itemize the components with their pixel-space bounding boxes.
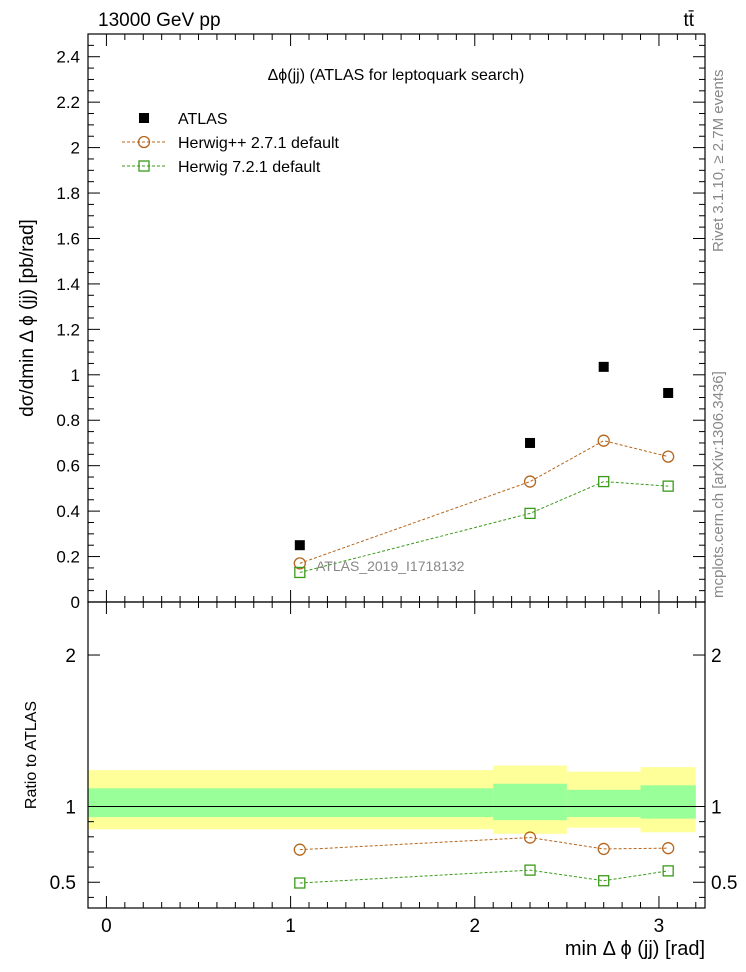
main-y-tick-label: 2.4 bbox=[56, 48, 80, 67]
main-herwig-7-2-1-default-point bbox=[662, 480, 674, 492]
main-atlas-point bbox=[663, 387, 674, 398]
legend-marker-herwig-2-7-1-default bbox=[137, 135, 151, 149]
ratio-herwig-7-2-1-default-point bbox=[662, 865, 674, 877]
main-panel: 0 0.2 0.4 0.6 0.8 1 1.2 1.4 1.6 1.8 2 2.2 2.4 Δϕ(jj)… bbox=[17, 33, 706, 612]
main-herwig-7-2-1-default-point bbox=[524, 507, 536, 520]
ratio-panel: 0.5 0.5 1 1 2 2 0 1 2 3 Ratio to ATLAS min Δ ϕ (j… bbox=[23, 601, 737, 960]
main-y-axis-label: dσ/dmin Δ ϕ (jj) [pb/rad] bbox=[17, 219, 38, 417]
main-herwig-7-2-1-default-line bbox=[299, 481, 669, 573]
ratio-herwig-2-7-1-default-point bbox=[662, 842, 675, 855]
x-tick-label: 0 bbox=[101, 916, 112, 937]
main-herwig-2-7-1-default-line bbox=[299, 440, 669, 564]
main-y-tick-label: 1.6 bbox=[56, 229, 80, 248]
ratio-y-tick-label-right: 1 bbox=[711, 798, 722, 819]
main-herwig-2-7-1-default-point bbox=[293, 557, 306, 570]
main-herwig-2-7-1-default-point bbox=[662, 450, 675, 463]
main-y-tick-label: 1.4 bbox=[56, 275, 80, 294]
ratio-frame bbox=[87, 601, 706, 909]
main-y-tick-label: 1.8 bbox=[56, 184, 80, 203]
legend: ATLAS Herwig++ 2.7.1 default Herwig 7.2.1 … bbox=[122, 111, 340, 176]
main-y-tick-label: 1.2 bbox=[56, 320, 80, 339]
mcplots-label: mcplots.cern.ch [arXiv:1306.3436] bbox=[710, 371, 727, 598]
ratio-y-tick-label: 0.5 bbox=[50, 873, 76, 894]
ratio-band-inner bbox=[88, 788, 494, 818]
main-herwig-7-2-1-default-point bbox=[294, 566, 306, 579]
legend-label-herwig-7-2-1-default: Herwig 7.2.1 default bbox=[178, 159, 321, 176]
ratio-band-inner bbox=[493, 783, 567, 821]
ratio-herwig-2-7-1-default-line bbox=[299, 837, 669, 851]
ratio-herwig-7-2-1-default-point bbox=[294, 877, 306, 889]
main-y-tick-label: 0.4 bbox=[56, 502, 80, 521]
ratio-y-tick-label: 2 bbox=[65, 646, 76, 667]
legend-label-herwig-2-7-1-default: Herwig++ 2.7.1 default bbox=[178, 135, 340, 152]
x-tick-label: 3 bbox=[654, 916, 665, 937]
ratio-y-tick-label-right: 0.5 bbox=[711, 873, 737, 894]
legend-label-atlas: ATLAS bbox=[178, 111, 228, 128]
main-y-tick-label: 2 bbox=[71, 139, 80, 158]
ratio-herwig-2-7-1-default-point bbox=[597, 842, 610, 856]
main-herwig-2-7-1-default-point bbox=[597, 434, 610, 447]
main-herwig-7-2-1-default-point bbox=[598, 475, 610, 488]
ratio-herwig-2-7-1-default-point bbox=[293, 843, 306, 856]
rivet-label: Rivet 3.1.10, ≥ 2.7M events bbox=[710, 70, 727, 253]
ratio-axes: 0.5 0.5 1 1 2 2 0 1 2 3 bbox=[50, 602, 737, 937]
chart-title: Δϕ(jj) (ATLAS for leptoquark search) bbox=[268, 67, 525, 84]
energy-label: 13000 GeV pp bbox=[98, 10, 221, 31]
x-tick-label: 1 bbox=[285, 916, 296, 937]
x-tick-label: 2 bbox=[469, 916, 480, 937]
ratio-y-tick-label-right: 2 bbox=[711, 646, 722, 667]
process-label: tt̄ bbox=[683, 10, 694, 31]
ratio-herwig-7-2-1-default-point bbox=[524, 864, 536, 876]
legend-marker-herwig-7-2-1-default bbox=[138, 160, 150, 172]
ratio-herwig-2-7-1-default-point bbox=[523, 831, 537, 844]
ratio-herwig-7-2-1-default-point bbox=[598, 875, 610, 887]
legend-marker-atlas bbox=[139, 113, 149, 123]
main-atlas-point bbox=[598, 361, 609, 372]
x-axis-label: min Δ ϕ (jj) [rad] bbox=[565, 938, 705, 960]
main-plot-marks bbox=[293, 361, 675, 579]
ratio-band-inner bbox=[640, 785, 696, 819]
ratio-y-tick-label: 1 bbox=[65, 798, 76, 819]
main-atlas-point bbox=[525, 437, 536, 448]
main-y-tick-label: 1 bbox=[71, 366, 80, 385]
main-y-tick-label: 0.6 bbox=[56, 457, 80, 476]
main-herwig-2-7-1-default-point bbox=[523, 475, 537, 488]
main-y-tick-label: 0.2 bbox=[56, 548, 80, 567]
ratio-y-axis-label: Ratio to ATLAS bbox=[23, 701, 40, 809]
main-axes: 0 0.2 0.4 0.6 0.8 1 1.2 1.4 1.6 1.8 2 2.2 2.4 bbox=[56, 33, 705, 612]
ratio-band-inner bbox=[566, 789, 641, 818]
main-y-tick-label: 0 bbox=[71, 593, 80, 612]
analysis-label: ATLAS_2019_I1718132 bbox=[316, 558, 465, 574]
ratio-herwig-7-2-1-default-line bbox=[299, 869, 669, 884]
main-y-tick-label: 0.8 bbox=[56, 411, 80, 430]
main-y-tick-label: 2.2 bbox=[56, 93, 80, 112]
main-atlas-point bbox=[294, 540, 305, 551]
ratio-plot-marks bbox=[88, 765, 696, 889]
